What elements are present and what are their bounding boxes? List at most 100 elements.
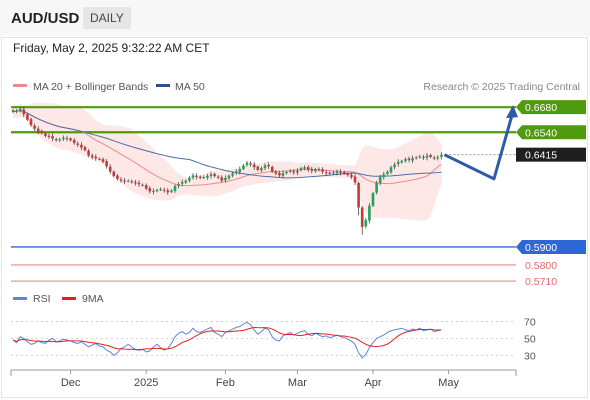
candle-body [389,167,393,173]
candle-body [65,138,69,140]
candle-body [18,108,22,111]
candle-body [162,189,166,191]
candle-body [54,139,58,141]
candle-body [130,181,134,183]
candle-body [173,186,177,192]
candle-body [234,171,238,173]
candle-body [285,172,288,174]
rsi-tick-70: 70 [524,316,536,328]
candle-body [357,182,360,208]
candle-body [429,155,432,157]
candle-body [94,156,98,159]
candle-body [422,157,425,158]
candle-body [188,177,191,181]
candle-body [404,159,407,161]
candle-body [29,119,33,126]
x-axis: Dec 2025 Feb Mar Apr May [10,369,517,389]
candle-body [281,173,285,176]
candle-body [11,110,15,112]
candle-body [72,139,76,144]
pivot-level-tag-3 [516,239,586,254]
ma50-legend-label: MA 50 [175,81,205,93]
candle-body [375,182,378,193]
candle-body [195,175,198,177]
candle-body [144,185,148,189]
candle-body [350,174,353,178]
candle-body [108,166,112,172]
candle-body [321,169,324,172]
ma20-legend-swatch [13,84,27,87]
candle-body [371,193,375,206]
candle-body [364,220,368,227]
candle-body [339,171,342,173]
candle-body [116,175,119,179]
x-tick-label-5: May [438,377,459,389]
candle-body [378,177,382,183]
candle-body [386,171,389,174]
candle-body [90,155,94,158]
current-price-label: 0.6415 [525,150,557,162]
candle-body [407,158,411,161]
candle-body [414,157,418,159]
candle-body [166,190,170,193]
candle-body [267,164,270,167]
candle-body [80,144,83,148]
candle-body [360,207,364,227]
candle-body [155,189,159,192]
bollinger-bands [13,102,442,221]
x-tick-label-0: Dec [61,377,81,389]
candle-body [263,165,267,169]
ma50-line [12,109,442,179]
candle-body [206,176,209,178]
candle-body [440,154,443,157]
candle-body [202,177,206,179]
candle-body [184,180,188,183]
candle-body [260,168,263,171]
rsi-panel: 70 50 30 [11,316,536,362]
candle-body [382,174,386,178]
rsi-ma-line [12,326,442,351]
candle-body [213,173,216,177]
candle-body [98,158,101,160]
forecast-arrow [443,105,518,181]
candle-body [353,176,357,183]
timestamp: Friday, May 2, 2025 9:32:22 AM CET [13,41,210,55]
candle-body [22,109,26,115]
candle-body [83,146,87,151]
rsi-legend-label: RSI [33,293,51,305]
candle-body [123,180,126,182]
candle-body [141,184,144,186]
candle-body [40,130,44,134]
candle-body [101,159,105,162]
timeframe-button[interactable]: DAILY [83,7,131,29]
candle-body [252,164,256,168]
candle-body [159,189,162,191]
candle-body [44,133,47,136]
candle-body [152,191,155,193]
bollinger-band-area [13,102,442,221]
candle-body [62,137,65,139]
candle-body [51,136,54,139]
moving-averages [12,109,442,187]
candle-body [36,128,40,132]
candle-body [288,170,292,172]
candle-body [278,172,281,176]
candle-body [400,160,404,163]
resistance-level-label-1: 0.6540 [525,127,557,139]
ma20-legend-label: MA 20 + Bollinger Bands [33,81,148,93]
candle-body [119,179,123,181]
candle-body [148,188,152,192]
candle-body [15,110,18,112]
main-legend: MA 20 + Bollinger Bands MA 50 Research ©… [13,81,580,93]
candle-body [335,171,339,174]
candle-body [227,175,231,179]
ma20-line [12,109,442,187]
candle-body [177,184,180,187]
candle-body [137,182,141,185]
candle-body [180,182,184,184]
x-tick-label-1: 2025 [134,377,158,389]
candle-body [245,162,249,165]
research-credit: Research © 2025 Trading Central [423,81,580,93]
rsi-legend-swatch [13,297,27,300]
resistance-level-tag-0 [516,100,586,115]
